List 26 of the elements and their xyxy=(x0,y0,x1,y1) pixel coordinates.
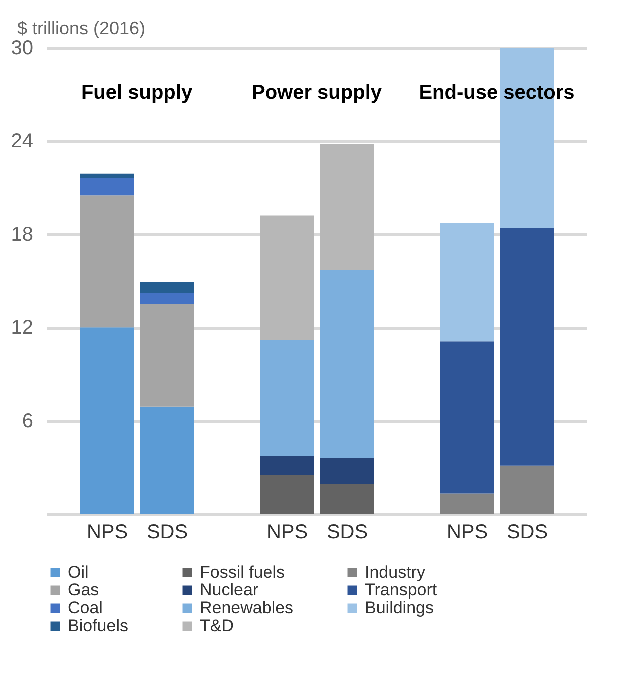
legend-label: Industry xyxy=(365,562,426,582)
x-tick-label: SDS xyxy=(326,522,368,544)
legend-label: Transport xyxy=(365,580,438,600)
annotation: Power supply xyxy=(252,82,383,104)
legend-label: Biofuels xyxy=(68,616,128,636)
y-tick-label: 30 xyxy=(11,38,34,60)
y-tick-label: 6 xyxy=(22,410,34,432)
y-tick-label: 12 xyxy=(11,317,34,340)
x-tick-label: SDS xyxy=(146,522,188,544)
legend-label: Fossil fuels xyxy=(200,562,286,582)
y-axis-title: $ trillions (2016) xyxy=(18,18,146,38)
legend-label: Oil xyxy=(68,562,89,582)
y-tick-label: 18 xyxy=(11,224,34,246)
legend-label: T&D xyxy=(200,616,234,636)
legend-label: Gas xyxy=(68,580,100,600)
legend-label: Coal xyxy=(68,598,103,618)
x-tick-label: NPS xyxy=(266,522,308,544)
legend-label: Nuclear xyxy=(200,580,259,600)
x-tick-label: SDS xyxy=(506,522,548,544)
legend-label: Buildings xyxy=(365,598,434,618)
x-tick-label: NPS xyxy=(446,522,488,544)
x-tick-label: NPS xyxy=(86,522,128,544)
annotation: Fuel supply xyxy=(81,82,194,104)
annotation: End-use sectors xyxy=(419,82,575,104)
legend-label: Renewables xyxy=(200,598,294,618)
y-tick-label: 24 xyxy=(11,130,34,153)
